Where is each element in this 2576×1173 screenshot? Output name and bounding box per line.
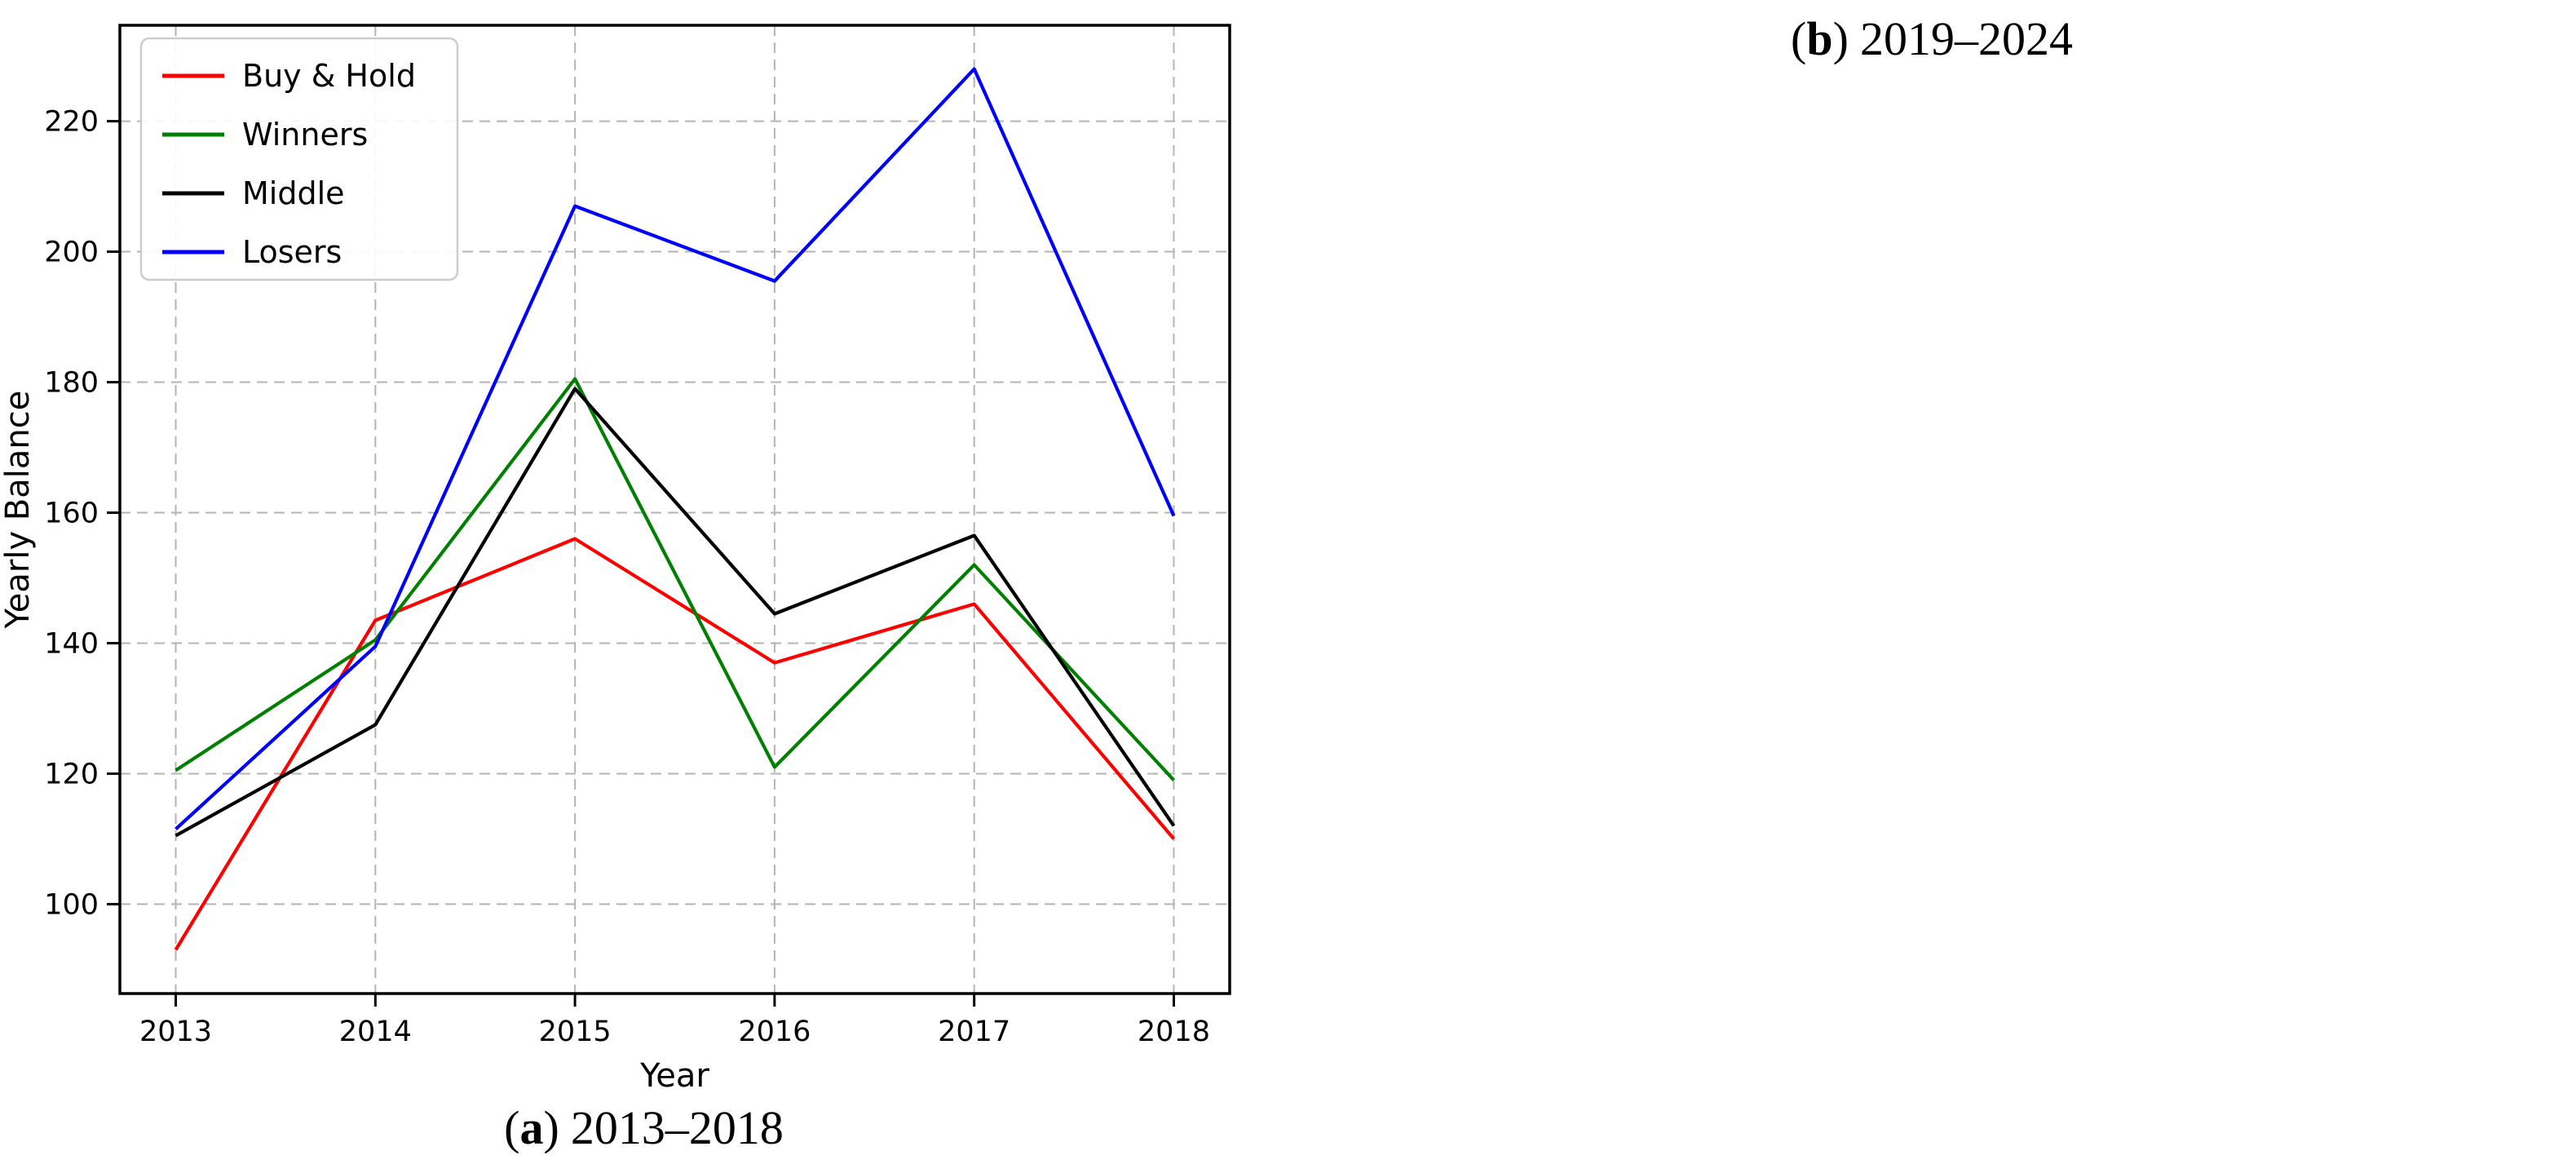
caption-label-a: (a) — [504, 1101, 559, 1154]
x-tick-label: 2013 — [139, 1016, 212, 1048]
series-line-losers — [175, 67, 1176, 830]
x-axis: 2013 2014 2015 2016 2017 2018 Year — [139, 994, 1210, 1089]
legend-box — [139, 37, 459, 281]
x-tick-label: 2014 — [339, 1016, 412, 1048]
grid — [120, 25, 1230, 994]
y-tick-label: 100 — [44, 888, 99, 921]
y-tick-label: 220 — [44, 106, 99, 139]
y-tick-label: 160 — [44, 497, 99, 529]
subfigure-a-caption: (a) 2013–2018 — [0, 1100, 1288, 1155]
line-chart: 2013 2014 2015 2016 2017 2018 Year 100 120 140 160… — [0, 0, 1288, 1089]
series-line-middle — [175, 387, 1176, 838]
caption-label-b: (b) — [1791, 12, 1849, 65]
caption-range-a: 2013–2018 — [570, 1101, 784, 1154]
legend-label: Middle — [242, 175, 345, 211]
y-tick-label: 200 — [44, 237, 99, 269]
series-lines — [174, 67, 1176, 951]
series-line-winners — [175, 377, 1176, 781]
subfigure-b-caption: (b) 2019–2024 — [1288, 11, 2576, 66]
subfigure-a: 2013 2014 2015 2016 2017 2018 Year 100 120 140 160… — [0, 0, 1288, 1155]
axes-spines — [118, 24, 1231, 995]
legend: Buy & Hold Winners Middle Losers — [139, 37, 459, 281]
x-tick-label: 2015 — [539, 1016, 612, 1048]
legend-label: Buy & Hold — [242, 58, 416, 94]
y-axis-label: Yearly Balance — [0, 391, 37, 630]
legend-label: Losers — [242, 234, 342, 270]
x-tick-label: 2016 — [738, 1016, 811, 1048]
y-tick-label: 120 — [44, 758, 99, 790]
y-tick-label: 140 — [44, 627, 99, 660]
x-axis-label: Year — [639, 1057, 709, 1089]
x-tick-label: 2018 — [1138, 1016, 1210, 1048]
subfigure-b: (b) 2019–2024 — [1288, 0, 2576, 1173]
x-tick-label: 2017 — [938, 1016, 1010, 1048]
y-axis: 100 120 140 160 180 200 220 Yearly Balance — [0, 106, 120, 921]
caption-range-b: 2019–2024 — [1859, 12, 2073, 65]
legend-label: Winners — [242, 117, 368, 153]
y-tick-label: 180 — [44, 367, 99, 400]
